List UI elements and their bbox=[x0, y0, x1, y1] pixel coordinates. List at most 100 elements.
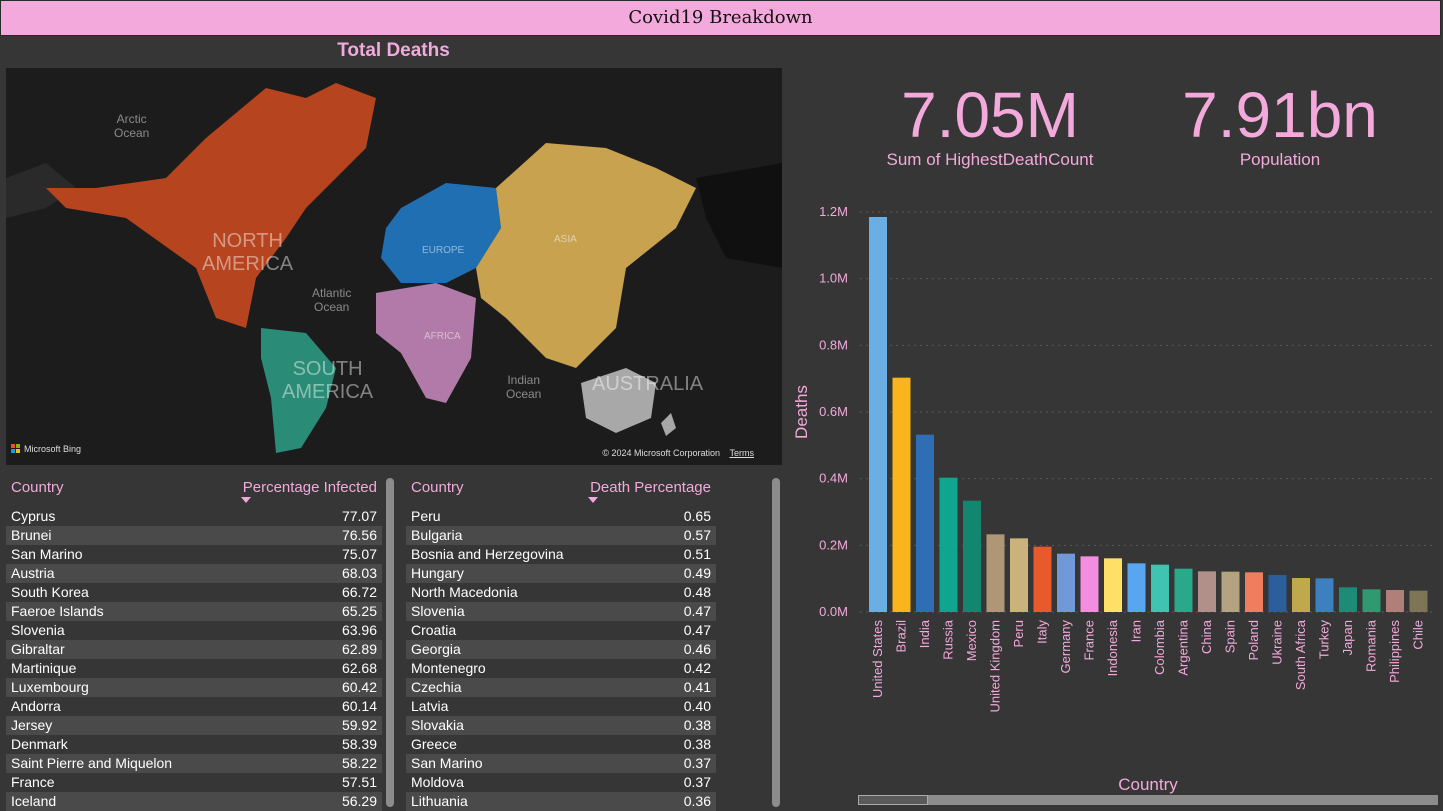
cell-value: 58.39 bbox=[341, 736, 377, 752]
table-row[interactable]: Bulgaria 0.57 bbox=[406, 526, 716, 545]
continent-africa bbox=[376, 283, 476, 403]
bar-mexico[interactable] bbox=[963, 500, 981, 612]
bar-ukraine[interactable] bbox=[1268, 575, 1287, 612]
cell-country: Hungary bbox=[411, 565, 464, 581]
table-row[interactable]: Greece 0.38 bbox=[406, 735, 716, 754]
microsoft-logo-icon bbox=[11, 444, 21, 454]
world-map[interactable]: Arctic Ocean Atlantic Ocean Indian Ocean… bbox=[6, 68, 782, 465]
bar-france[interactable] bbox=[1080, 556, 1099, 612]
bar-united-kingdom[interactable] bbox=[986, 534, 1005, 612]
bing-attribution: Microsoft Bing bbox=[11, 444, 81, 454]
label-europe: EUROPE bbox=[422, 245, 465, 256]
cell-value: 0.38 bbox=[683, 717, 711, 733]
x-tick-label: Romania bbox=[1364, 619, 1379, 672]
table-row[interactable]: Slovenia 0.47 bbox=[406, 602, 716, 621]
cell-country: Gibraltar bbox=[11, 641, 65, 657]
cell-country: Faeroe Islands bbox=[11, 603, 104, 619]
bar-germany[interactable] bbox=[1057, 553, 1075, 612]
map-canvas[interactable] bbox=[6, 68, 782, 465]
bar-india[interactable] bbox=[916, 434, 934, 612]
bar-argentina[interactable] bbox=[1174, 568, 1193, 612]
column-header-percentage-infected[interactable]: Percentage Infected bbox=[242, 479, 377, 496]
x-tick-label: United Kingdom bbox=[988, 620, 1003, 713]
table-death-scrollbar[interactable] bbox=[772, 478, 780, 807]
table-row[interactable]: France 57.51 bbox=[6, 773, 382, 792]
table-row[interactable]: Hungary 0.49 bbox=[406, 564, 716, 583]
bar-romania[interactable] bbox=[1362, 589, 1381, 612]
table-row[interactable]: San Marino 75.07 bbox=[6, 545, 382, 564]
dashboard-title: Covid19 Breakdown bbox=[628, 7, 813, 28]
bar-chile[interactable] bbox=[1409, 590, 1428, 612]
table-row[interactable]: South Korea 66.72 bbox=[6, 583, 382, 602]
bar-spain[interactable] bbox=[1221, 571, 1240, 612]
bar-japan[interactable] bbox=[1339, 587, 1357, 612]
bar-united-states[interactable] bbox=[869, 217, 887, 612]
table-row[interactable]: Moldova 0.37 bbox=[406, 773, 716, 792]
map-terms-link[interactable]: Terms bbox=[729, 448, 755, 458]
table-row[interactable]: Peru 0.65 bbox=[406, 507, 716, 526]
x-tick-label: Germany bbox=[1058, 620, 1073, 674]
table-row[interactable]: Iceland 56.29 bbox=[6, 792, 382, 811]
bar-south-africa[interactable] bbox=[1292, 578, 1310, 612]
x-tick-label: Philippines bbox=[1387, 620, 1402, 683]
table-row[interactable]: Cyprus 77.07 bbox=[6, 507, 382, 526]
bar-turkey[interactable] bbox=[1315, 578, 1334, 612]
table-row[interactable]: Montenegro 0.42 bbox=[406, 659, 716, 678]
column-header-death-percentage[interactable]: Death Percentage bbox=[590, 479, 711, 496]
chart-y-axis-title: Deaths bbox=[792, 385, 811, 439]
cell-country: North Macedonia bbox=[411, 584, 518, 600]
dashboard-title-bar: Covid19 Breakdown bbox=[0, 0, 1441, 36]
cell-value: 60.42 bbox=[341, 679, 377, 695]
chart-horizontal-scrollbar[interactable] bbox=[858, 795, 1438, 805]
table-header: Country Percentage Infected bbox=[6, 475, 382, 508]
cell-value: 62.89 bbox=[341, 641, 377, 657]
column-header-country[interactable]: Country bbox=[11, 479, 64, 496]
table-row[interactable]: Bosnia and Herzegovina 0.51 bbox=[406, 545, 716, 564]
table-row[interactable]: Austria 68.03 bbox=[6, 564, 382, 583]
bar-poland[interactable] bbox=[1245, 572, 1263, 612]
table-row[interactable]: Croatia 0.47 bbox=[406, 621, 716, 640]
table-row[interactable]: Gibraltar 62.89 bbox=[6, 640, 382, 659]
table-row[interactable]: Faeroe Islands 65.25 bbox=[6, 602, 382, 621]
table-row[interactable]: San Marino 0.37 bbox=[406, 754, 716, 773]
table-row[interactable]: Martinique 62.68 bbox=[6, 659, 382, 678]
table-row[interactable]: Andorra 60.14 bbox=[6, 697, 382, 716]
bar-peru[interactable] bbox=[1010, 538, 1028, 612]
sort-desc-icon[interactable] bbox=[588, 497, 598, 503]
bar-philippines[interactable] bbox=[1386, 590, 1404, 612]
table-row[interactable]: Luxembourg 60.42 bbox=[6, 678, 382, 697]
label-north-america: NORTH AMERICA bbox=[202, 230, 294, 275]
table-row[interactable]: Latvia 0.40 bbox=[406, 697, 716, 716]
deaths-bar-chart[interactable]: 0.0M 0.2M 0.4M 0.6M 0.8M 1.0M 1.2M Deaths United… bbox=[790, 190, 1440, 730]
table-row[interactable]: Lithuania 0.36 bbox=[406, 792, 716, 811]
bar-china[interactable] bbox=[1198, 571, 1216, 612]
table-row[interactable]: Slovenia 63.96 bbox=[6, 621, 382, 640]
bar-iran[interactable] bbox=[1127, 563, 1146, 612]
cell-value: 0.41 bbox=[683, 679, 711, 695]
sort-desc-icon[interactable] bbox=[241, 497, 251, 503]
continent-australia bbox=[581, 368, 656, 433]
cell-value: 0.48 bbox=[683, 584, 711, 600]
table-row[interactable]: Slovakia 0.38 bbox=[406, 716, 716, 735]
table-row[interactable]: North Macedonia 0.48 bbox=[406, 583, 716, 602]
cell-country: Saint Pierre and Miquelon bbox=[11, 755, 173, 771]
table-row[interactable]: Jersey 59.92 bbox=[6, 716, 382, 735]
bar-indonesia[interactable] bbox=[1104, 558, 1122, 612]
table-infected-scrollbar[interactable] bbox=[386, 478, 394, 807]
bar-russia[interactable] bbox=[939, 477, 958, 612]
table-row[interactable]: Denmark 58.39 bbox=[6, 735, 382, 754]
bar-colombia[interactable] bbox=[1151, 564, 1169, 612]
table-row[interactable]: Saint Pierre and Miquelon 58.22 bbox=[6, 754, 382, 773]
bar-brazil[interactable] bbox=[892, 377, 911, 612]
table-row[interactable]: Georgia 0.46 bbox=[406, 640, 716, 659]
cell-value: 75.07 bbox=[341, 546, 377, 562]
cell-country: Latvia bbox=[411, 698, 449, 714]
scrollbar-thumb[interactable] bbox=[858, 795, 928, 805]
bar-italy[interactable] bbox=[1033, 546, 1052, 612]
table-row[interactable]: Brunei 76.56 bbox=[6, 526, 382, 545]
cell-country: Bosnia and Herzegovina bbox=[411, 546, 564, 562]
table-row[interactable]: Czechia 0.41 bbox=[406, 678, 716, 697]
column-header-country[interactable]: Country bbox=[411, 479, 464, 496]
kpi-label: Sum of HighestDeathCount bbox=[886, 150, 1094, 169]
map-copyright: © 2024 Microsoft Corporation bbox=[602, 448, 720, 458]
